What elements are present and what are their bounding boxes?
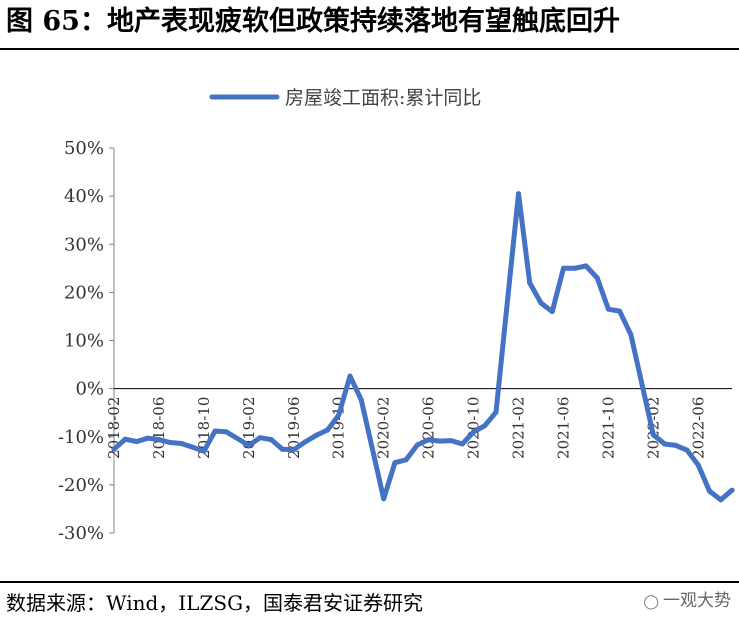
x-tick-label: 2019-02: [240, 397, 258, 459]
y-tick-label: 0%: [75, 379, 104, 400]
y-tick-label: 30%: [64, 234, 104, 255]
x-tick-label: 2020-10: [465, 397, 483, 459]
data-point: [178, 441, 184, 446]
chat-bubble-icon: ◯: [643, 594, 659, 610]
data-point: [134, 439, 139, 445]
series-points: [111, 191, 735, 503]
x-tick-label: 2020-06: [420, 397, 438, 459]
figure-title: 图 65：地产表现疲软但政策持续落地有望触底回升: [6, 6, 620, 37]
data-point: [662, 441, 668, 447]
data-point: [280, 446, 285, 452]
title-divider: [0, 48, 739, 50]
data-point: [223, 429, 229, 435]
data-point: [201, 448, 207, 454]
x-tick-label: 2021-10: [599, 397, 617, 459]
data-point: [482, 423, 488, 429]
data-point: [403, 457, 409, 463]
data-point: [268, 437, 274, 443]
x-tick-label: 2022-06: [689, 397, 707, 459]
data-point: [471, 429, 477, 435]
y-tick-label: -10%: [58, 427, 104, 448]
data-point: [291, 447, 297, 453]
data-point: [617, 308, 623, 314]
source-divider: [0, 581, 739, 583]
data-point: [190, 444, 196, 450]
watermark-text: 一观大势: [663, 591, 731, 611]
data-point: [572, 265, 578, 271]
data-point: [156, 437, 162, 443]
data-point: [583, 263, 589, 269]
data-point: [145, 435, 151, 441]
data-point: [414, 442, 420, 448]
y-tick-labels: 50% 40% 30% 20% 10% 0% -10% -20% -30%: [58, 138, 114, 544]
x-tick-label: 2018-06: [150, 397, 168, 459]
data-point: [459, 441, 465, 447]
data-point: [358, 397, 364, 403]
data-point: [347, 373, 353, 379]
x-tick-label: 2019-06: [285, 397, 303, 459]
y-tick-label: 20%: [64, 282, 104, 303]
data-point: [594, 275, 600, 281]
legend-label: 房屋竣工面积:累计同比: [285, 87, 481, 109]
legend: 房屋竣工面积:累计同比: [209, 87, 481, 109]
data-point: [336, 412, 342, 418]
data-point: [673, 442, 679, 448]
source-note: 数据来源：Wind，ILZSG，国泰君安证券研究: [6, 591, 424, 615]
y-tick-label: 10%: [64, 331, 104, 352]
y-tick-label: 50%: [64, 138, 104, 159]
x-tick-label: 2020-02: [375, 397, 393, 459]
y-tick-label: -20%: [58, 475, 104, 496]
data-point: [707, 488, 712, 494]
data-point: [538, 300, 544, 306]
data-point: [313, 432, 319, 438]
data-point: [516, 191, 521, 197]
data-point: [426, 437, 432, 443]
y-tick-label: 40%: [64, 186, 104, 207]
data-point: [448, 438, 454, 444]
data-point: [246, 442, 252, 448]
data-point: [212, 428, 218, 434]
data-point: [111, 446, 117, 452]
data-point: [392, 460, 398, 466]
watermark: ◯ 一观大势: [643, 590, 731, 613]
data-point: [122, 436, 128, 442]
line-chart: 房屋竣工面积:累计同比 50% 40% 30% 20% 10% 0% -10% -20% -30…: [58, 87, 735, 544]
data-point: [257, 435, 263, 441]
data-point: [437, 438, 443, 444]
data-point: [493, 409, 499, 415]
x-tick-label: 2021-02: [510, 397, 528, 459]
data-point: [167, 440, 173, 445]
series-line: [111, 191, 735, 503]
data-point: [628, 332, 634, 338]
data-point: [302, 439, 308, 445]
x-tick-label: 2021-06: [554, 397, 572, 459]
data-point: [605, 306, 611, 312]
data-point: [325, 427, 330, 433]
data-point: [561, 265, 566, 271]
data-point: [549, 309, 555, 315]
data-point: [527, 280, 533, 286]
x-tick-label: 2019-10: [330, 397, 348, 459]
data-point: [718, 497, 724, 503]
data-point: [729, 487, 735, 493]
data-point: [684, 447, 690, 453]
data-point: [381, 496, 387, 502]
y-tick-label: -30%: [58, 523, 104, 544]
data-point: [695, 462, 701, 468]
data-point: [650, 432, 656, 438]
